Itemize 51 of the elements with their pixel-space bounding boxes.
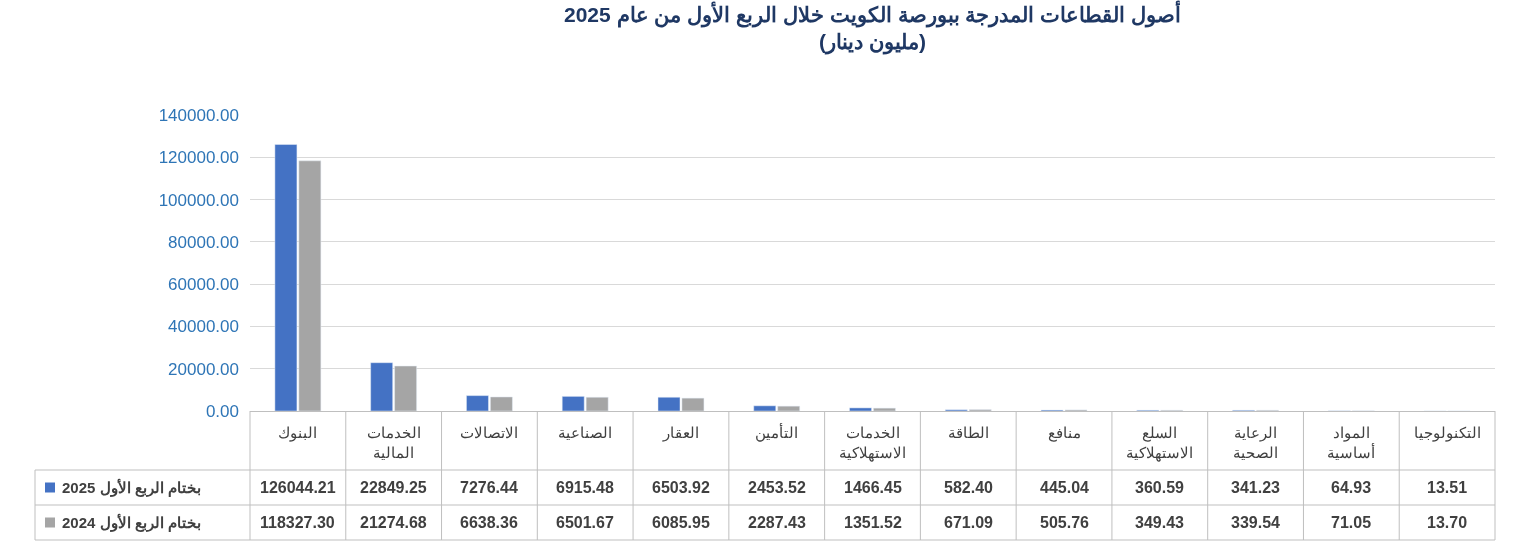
x-tick-label: السلع الاستهلاكية [1126,424,1194,462]
data-label: 1351.52 [844,514,902,531]
data-label: 126044.21 [260,479,336,496]
data-label: 6915.48 [556,479,614,496]
x-tick-label: الطاقة [947,424,989,441]
x-tick-label: الخدمات الاستهلاكية [839,424,906,462]
data-label: 671.09 [944,514,994,531]
data-label: 21274.68 [360,514,427,531]
x-tick-label: التأمين [755,423,799,442]
x-tick-label: المواد أساسية [1327,424,1376,461]
y-tick-label: 100000.00 [158,190,239,210]
data-label: 71.05 [1331,514,1372,531]
chart-title: أصول القطاعات المدرجة ببورصة الكويت خلال الربع الأول من عام 2025 [563,0,1182,29]
data-label: 64.93 [1331,479,1372,496]
x-tick-label: الاتصالات [460,424,519,441]
x-tick-label: التكنولوجيا [1413,424,1481,442]
data-label: 341.23 [1231,479,1281,496]
data-label: 118327.30 [260,514,335,531]
data-label: 505.76 [1040,514,1090,531]
chart-subtitle: (مليون دينار) [819,30,926,56]
data-label: 13.70 [1427,514,1468,531]
y-tick-label: 60000.00 [168,275,239,295]
data-label: 349.43 [1135,514,1185,531]
legend-label: بختام الربع الأول 2024 [62,513,201,532]
data-label: 2453.52 [748,479,806,496]
legend-label: بختام الربع الأول 2025 [62,478,201,497]
data-label: 6085.95 [652,514,710,531]
data-label: 6501.67 [556,514,614,531]
data-label: 360.59 [1135,479,1185,496]
x-tick-label: العقار [661,424,699,442]
data-label: 22849.25 [360,479,427,496]
y-tick-label: 140000.00 [158,105,239,125]
y-tick-label: 80000.00 [168,232,239,252]
data-label: 445.04 [1040,479,1090,496]
x-tick-label: الخدمات المالية [366,424,421,461]
data-label: 6503.92 [652,479,710,496]
y-tick-label: 40000.00 [168,317,239,337]
y-tick-label: 20000.00 [168,359,239,379]
data-label: 2287.43 [748,514,806,531]
data-label: 582.40 [944,479,994,496]
x-tick-label: الصناعية [558,424,613,441]
x-tick-label: البنوك [278,424,318,442]
data-label: 6638.36 [460,514,518,531]
y-tick-label: 120000.00 [158,148,239,168]
x-tick-label: منافع [1047,424,1081,442]
x-tick-label: الرعاية الصحية [1233,424,1279,461]
data-label: 13.51 [1427,479,1468,496]
data-label: 1466.45 [844,479,902,496]
y-tick-label: 0.00 [205,401,239,421]
data-label: 7276.44 [460,479,518,496]
data-label: 339.54 [1231,514,1281,531]
